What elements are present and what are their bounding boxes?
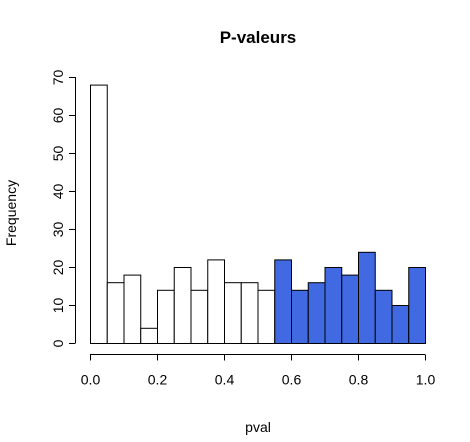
histogram-bar	[324, 267, 343, 344]
histogram-bar	[408, 267, 426, 344]
histogram-bar	[374, 289, 393, 344]
histogram-bar	[224, 282, 242, 345]
histogram-bar	[207, 259, 225, 344]
y-tick-label: 50	[50, 146, 66, 162]
histogram-bar	[391, 305, 410, 344]
histogram-bar	[173, 267, 192, 344]
histogram-bar	[157, 289, 175, 344]
histogram-bar	[106, 282, 125, 345]
histogram-bar	[90, 84, 108, 344]
x-tick-label: 0.2	[148, 372, 168, 388]
histogram-bar	[240, 282, 259, 345]
y-axis: 0 10 20 30 40 50 60 70	[50, 70, 76, 347]
histogram-bar	[257, 289, 276, 344]
y-tick-label: 30	[50, 222, 66, 238]
x-tick-label: 1.0	[416, 372, 436, 388]
y-axis-label: Frequency	[3, 180, 19, 246]
histogram-bar	[358, 251, 376, 344]
chart-title: P-valeurs	[220, 28, 297, 47]
bars-group	[90, 84, 426, 345]
y-tick-label: 40	[50, 184, 66, 200]
y-tick-label: 60	[50, 108, 66, 124]
x-tick-label: 0.4	[215, 372, 235, 388]
y-tick-label: 20	[50, 260, 66, 276]
histogram-bar	[190, 289, 209, 344]
y-tick-label: 70	[50, 70, 66, 86]
histogram-bar	[140, 327, 158, 344]
histogram-bar	[291, 289, 309, 344]
y-tick-label: 10	[50, 298, 66, 314]
histogram-bar	[307, 282, 326, 345]
histogram-bar	[123, 274, 142, 345]
x-tick-label: 0.8	[349, 372, 369, 388]
x-tick-label: 0.6	[282, 372, 302, 388]
y-tick-label: 0	[50, 339, 66, 347]
x-tick-label: 0.0	[81, 372, 101, 388]
x-axis: 0.0 0.2 0.4 0.6 0.8 1.0	[81, 354, 436, 388]
x-axis-label: pval	[245, 419, 271, 435]
histogram-bar	[274, 259, 292, 344]
histogram-bar	[341, 274, 359, 345]
